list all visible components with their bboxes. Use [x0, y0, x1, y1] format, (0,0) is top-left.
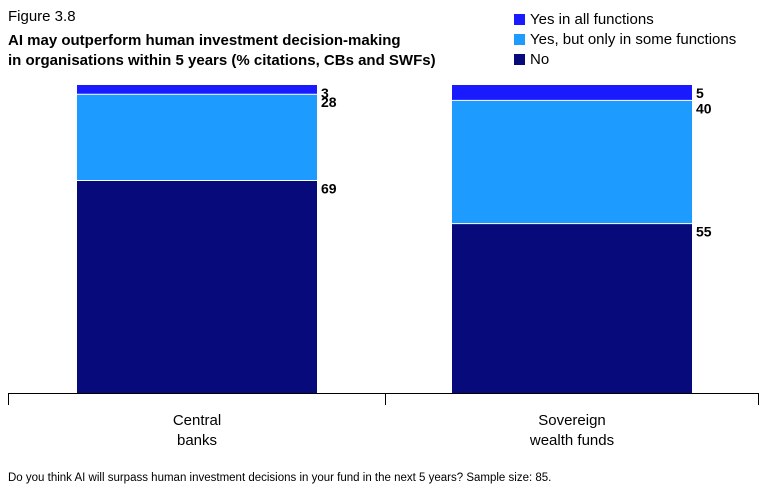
legend-item-no: No — [514, 49, 736, 69]
footnote: Do you think AI will surpass human inves… — [8, 472, 552, 484]
legend-item-some: Yes, but only in some functions — [514, 29, 736, 49]
bar-segment — [77, 94, 317, 181]
bar-segment — [77, 180, 317, 393]
category-label: Sovereign — [538, 412, 606, 429]
data-label: 5 — [696, 85, 704, 101]
legend-swatch — [514, 13, 525, 25]
category-label: Central — [173, 412, 221, 429]
figure-label: Figure 3.8 — [8, 8, 76, 25]
category-label: wealth funds — [529, 432, 614, 449]
legend-item-all: Yes in all functions — [514, 9, 736, 29]
bar-segment — [452, 223, 692, 393]
data-label: 55 — [696, 224, 712, 240]
legend: Yes in all functions Yes, but only in so… — [514, 9, 736, 69]
legend-label: No — [530, 50, 550, 68]
data-label: 69 — [321, 180, 337, 196]
bar-segment — [77, 85, 317, 95]
legend-swatch — [514, 33, 525, 45]
legend-label: Yes, but only in some functions — [530, 30, 737, 48]
data-label: 28 — [321, 94, 337, 110]
chart-title: AI may outperform human investment decis… — [8, 32, 436, 69]
legend-label: Yes in all functions — [530, 10, 654, 28]
bar-segment — [452, 85, 692, 101]
bar-segment — [452, 100, 692, 224]
legend-swatch — [514, 53, 525, 65]
category-label: banks — [177, 432, 217, 449]
data-label: 40 — [696, 100, 712, 116]
data-label: 3 — [321, 85, 329, 101]
